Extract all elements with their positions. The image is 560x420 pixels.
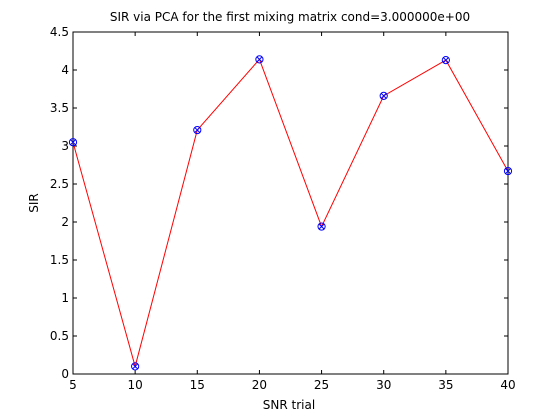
y-tick-label: 4 [61, 63, 69, 77]
plot-area-frame [72, 31, 509, 375]
axes-box [72, 31, 509, 375]
data-point [503, 166, 513, 176]
y-tick-label: 3.5 [50, 101, 69, 115]
y-tick-label: 0 [61, 367, 69, 381]
series-line [72, 58, 509, 369]
y-axis-label: SIR [27, 193, 41, 213]
y-tick-label: 1.5 [50, 253, 69, 267]
y-tick-label: 3 [61, 139, 69, 153]
data-point [193, 125, 202, 135]
y-tick-label: 2 [61, 215, 69, 229]
x-tick-label: 5 [69, 378, 77, 392]
x-tick-label: 30 [376, 378, 391, 392]
y-tick-label: 2.5 [50, 177, 69, 191]
data-point [379, 91, 388, 100]
y-tick-label: 0.5 [50, 329, 69, 343]
y-tick-label: 1 [61, 291, 69, 305]
data-point [255, 55, 264, 64]
x-axis-label: SNR trial [263, 398, 315, 412]
x-tick-label: 15 [190, 378, 205, 392]
x-tick-label: 20 [252, 378, 267, 392]
chart-title: SIR via PCA for the first mixing matrix … [110, 10, 470, 24]
data-point [441, 56, 450, 65]
data-point [131, 362, 140, 371]
data-point [317, 222, 326, 231]
x-tick-label: 25 [314, 378, 329, 392]
tick-labels: 5 10 15 20 25 30 35 40 0 0.5 1 1.5 2 2.5 3 3.5 4 4.5 [50, 25, 516, 392]
tick-marks [72, 31, 509, 375]
x-tick-label: 35 [438, 378, 453, 392]
x-tick-label: 10 [128, 378, 143, 392]
data-point [68, 138, 78, 147]
series-line-group [72, 58, 509, 369]
y-tick-label: 4.5 [50, 25, 69, 39]
data-markers [68, 55, 513, 371]
x-tick-label: 40 [500, 378, 515, 392]
